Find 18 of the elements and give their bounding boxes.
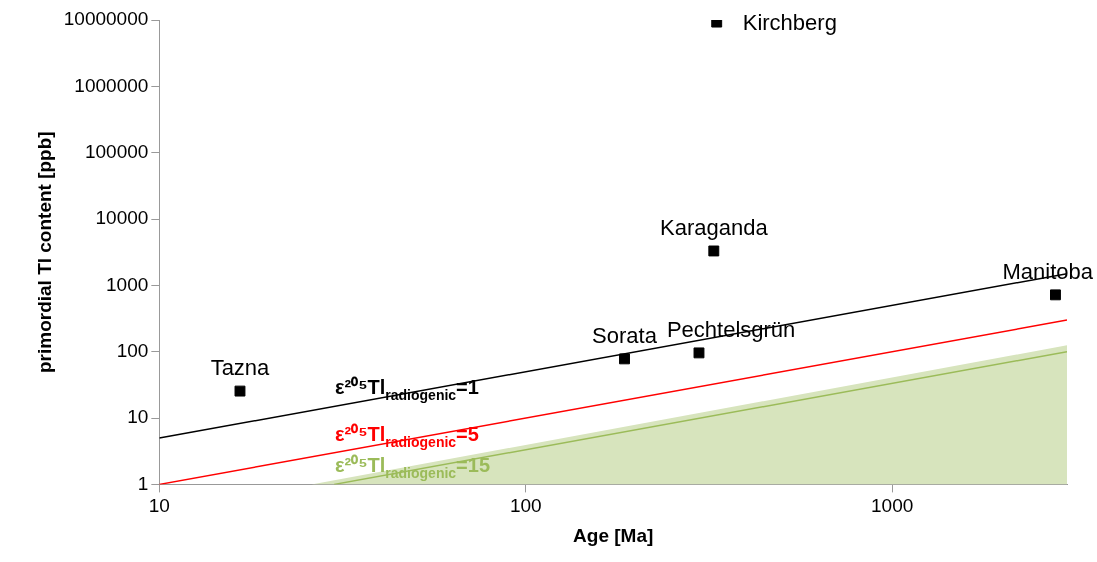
x-tick-label: 1000 [871,495,914,517]
y-tick-label: 1000000 [74,74,149,96]
x-tick-label: 100 [509,495,542,517]
annotation: Manitoba [1002,258,1094,284]
annotation: Tazna [210,355,271,381]
y-tick-label: 10000 [95,207,149,229]
y-tick-label: 1 [137,472,149,494]
annotation: Kirchberg [742,10,837,36]
y-tick-label: 1000 [106,273,149,295]
y-tick-label: 100000 [84,140,149,162]
y-tick-label: 10000000 [63,8,149,30]
y-tick-label: 10 [127,406,149,428]
x-axis-title: Age [Ma] [573,524,654,546]
x-tick-label: 10 [148,495,170,517]
y-tick-label: 100 [116,339,149,361]
annotation: Sorata [592,322,658,348]
y-axis-title: primordial Tl content [ppb] [33,131,55,374]
annotation: Karaganda [659,214,769,240]
